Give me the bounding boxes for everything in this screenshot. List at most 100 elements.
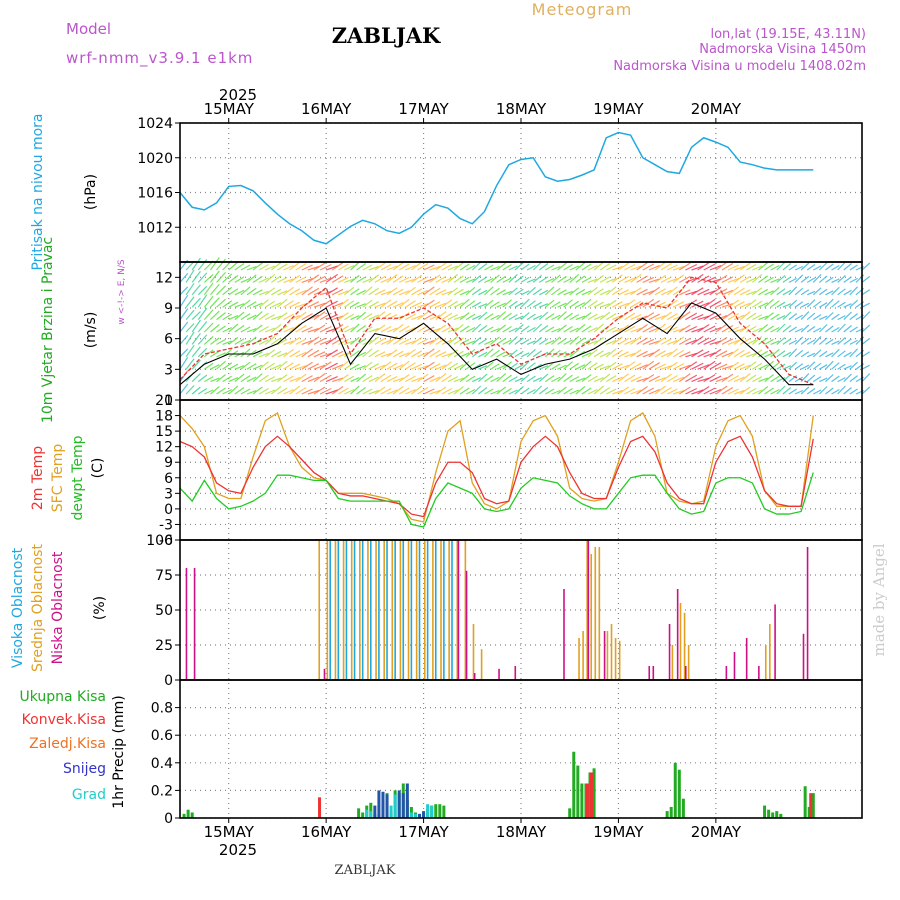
precip-bar-total xyxy=(182,813,186,818)
wind-barb xyxy=(344,388,355,395)
wind-barb xyxy=(350,336,360,345)
wind-barb xyxy=(636,364,648,370)
wind-barb xyxy=(405,278,416,283)
wind-barb-column xyxy=(514,262,524,395)
wind-barb xyxy=(776,377,786,383)
wind-barb xyxy=(660,311,672,321)
wind-barb xyxy=(715,323,728,333)
wind-barb xyxy=(502,312,512,321)
wind-barb xyxy=(831,286,840,296)
wind-barb xyxy=(606,277,617,283)
wind-barb xyxy=(374,373,386,383)
footer-station: ZABLJAK xyxy=(335,863,396,878)
wind-barb xyxy=(776,336,786,345)
wind-barb xyxy=(301,313,313,321)
wind-barb xyxy=(191,359,201,370)
wind-barb xyxy=(338,387,349,395)
wind-barb xyxy=(417,311,429,321)
wind-barb xyxy=(612,389,623,395)
wind-barb xyxy=(636,324,648,333)
wind-barb xyxy=(764,276,774,283)
wind-barb xyxy=(648,362,660,370)
wind-barb xyxy=(362,361,373,370)
wind-barb-column xyxy=(849,264,859,395)
wind-barb xyxy=(739,262,751,271)
wind-barb xyxy=(514,262,524,271)
wind-barb xyxy=(271,275,282,283)
wind-barb-column xyxy=(209,257,220,395)
wind-barb xyxy=(307,274,320,283)
wind-barb xyxy=(362,375,373,383)
precip-bar-total xyxy=(580,783,584,818)
wind-barb xyxy=(818,275,828,283)
wind-barb xyxy=(307,301,320,308)
wind-barb xyxy=(691,300,704,308)
wind-barb xyxy=(502,263,512,271)
wind-barb xyxy=(733,376,745,383)
wind-barb xyxy=(331,337,344,345)
wind-barb xyxy=(179,321,189,333)
wind-barb xyxy=(453,324,464,333)
wind-barb xyxy=(313,302,326,308)
wind-barb-column xyxy=(374,262,386,395)
wind-barb xyxy=(679,337,691,345)
wind-barb xyxy=(459,374,470,383)
wind-barb xyxy=(861,324,871,333)
wind-barb-column xyxy=(441,263,453,395)
wind-barb xyxy=(514,337,524,345)
wind-barb xyxy=(825,290,834,296)
wind-barb xyxy=(240,299,251,308)
wind-barb xyxy=(837,288,846,296)
wind-barb xyxy=(746,352,757,358)
wind-barb xyxy=(709,348,722,358)
wind-barb xyxy=(679,275,691,283)
wind-barb xyxy=(727,326,739,333)
wind-barb xyxy=(715,385,728,395)
wind-barb xyxy=(179,335,189,345)
wind-barb xyxy=(563,277,573,283)
wind-barb xyxy=(733,274,745,283)
wind-barb xyxy=(502,352,512,358)
wind-barb xyxy=(825,387,834,395)
wind-barb xyxy=(283,348,294,358)
wind-barb-column xyxy=(398,263,410,395)
wind-barb xyxy=(745,361,757,370)
wind-barb xyxy=(575,275,586,283)
wind-barb-column xyxy=(642,263,655,395)
wind-barb xyxy=(319,325,332,333)
wind-barb xyxy=(806,326,816,333)
wind-barb xyxy=(825,352,834,358)
wind-barb xyxy=(313,351,326,358)
wind-barb xyxy=(587,313,598,321)
wind-barb xyxy=(861,302,871,308)
wind-barb xyxy=(265,389,275,395)
wind-barb xyxy=(386,376,398,383)
wind-barb xyxy=(782,387,792,395)
wind-barb xyxy=(502,277,512,283)
wind-barb xyxy=(861,311,871,321)
coords-text: lon,lat (19.15E, 43.11N) xyxy=(710,27,866,42)
wind-barb xyxy=(398,325,410,333)
wind-barb xyxy=(563,312,573,321)
wind-barb-column xyxy=(264,265,276,395)
wind-barb xyxy=(818,324,828,333)
wind-title-text: 10m Vjetar Brzina i Pravac xyxy=(40,237,56,423)
wind-barb xyxy=(325,300,338,308)
wind-barb xyxy=(788,264,798,271)
wind-barb-column xyxy=(246,265,257,395)
wind-barb xyxy=(739,311,751,321)
wind-barb xyxy=(575,262,586,271)
wind-barb xyxy=(398,312,410,321)
wind-barb xyxy=(301,277,313,283)
wind-gust-line xyxy=(179,276,814,386)
wind-barb xyxy=(228,363,239,370)
wind-barb xyxy=(478,387,488,395)
wind-barb xyxy=(819,377,828,383)
wind-barb xyxy=(264,362,276,370)
wind-barb xyxy=(593,323,604,333)
wind-barb xyxy=(258,339,269,345)
wind-barb xyxy=(624,352,636,358)
wind-barb xyxy=(508,335,518,345)
wind-barb xyxy=(605,299,617,308)
wind-barb xyxy=(246,301,257,308)
